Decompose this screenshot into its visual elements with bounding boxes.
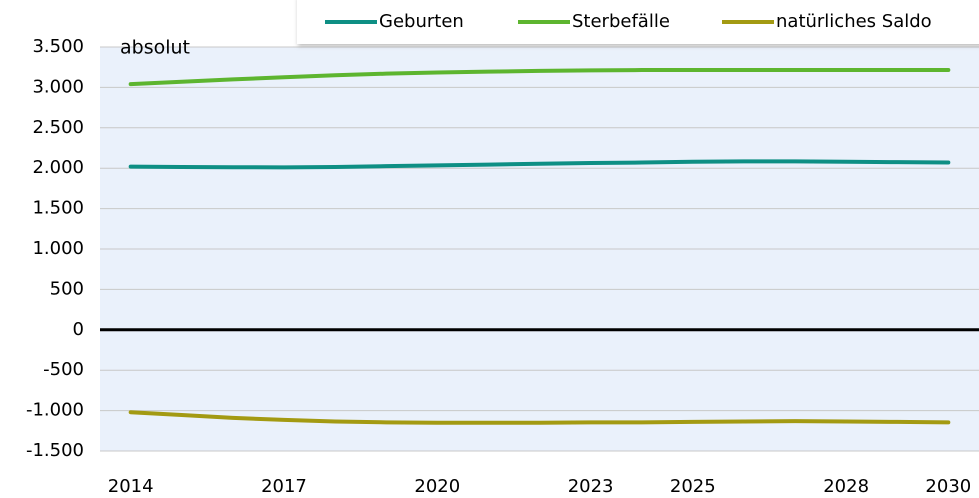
y-tick-label: 3.000: [32, 76, 84, 97]
y-tick-label: 2.500: [32, 117, 84, 138]
series-line: [128, 159, 951, 170]
legend-label: Sterbefälle: [572, 11, 670, 32]
legend-label: Geburten: [379, 11, 464, 32]
annotation: absolut: [120, 37, 190, 59]
x-tick-label: 2025: [670, 476, 716, 497]
y-tick-label: 500: [50, 278, 84, 299]
y-tick-label: 2.000: [32, 157, 84, 178]
y-tick-label: -1.500: [26, 440, 84, 461]
y-tick-label: 0: [73, 319, 84, 340]
series-line: [128, 68, 951, 87]
x-tick-label: 2020: [414, 476, 460, 497]
x-tick-label: 2017: [261, 476, 307, 497]
legend: [297, 0, 979, 44]
x-tick-label: 2030: [925, 476, 971, 497]
y-tick-label: 1.500: [32, 198, 84, 219]
y-tick-label: -1.000: [26, 400, 84, 421]
legend-label: natürliches Saldo: [776, 11, 932, 32]
x-tick-label: 2028: [823, 476, 869, 497]
series-line: [128, 410, 951, 425]
y-tick-label: -500: [43, 359, 84, 380]
y-tick-label: 3.500: [32, 36, 84, 57]
x-tick-label: 2014: [108, 476, 154, 497]
y-tick-label: 1.000: [32, 238, 84, 259]
x-tick-label: 2023: [568, 476, 614, 497]
